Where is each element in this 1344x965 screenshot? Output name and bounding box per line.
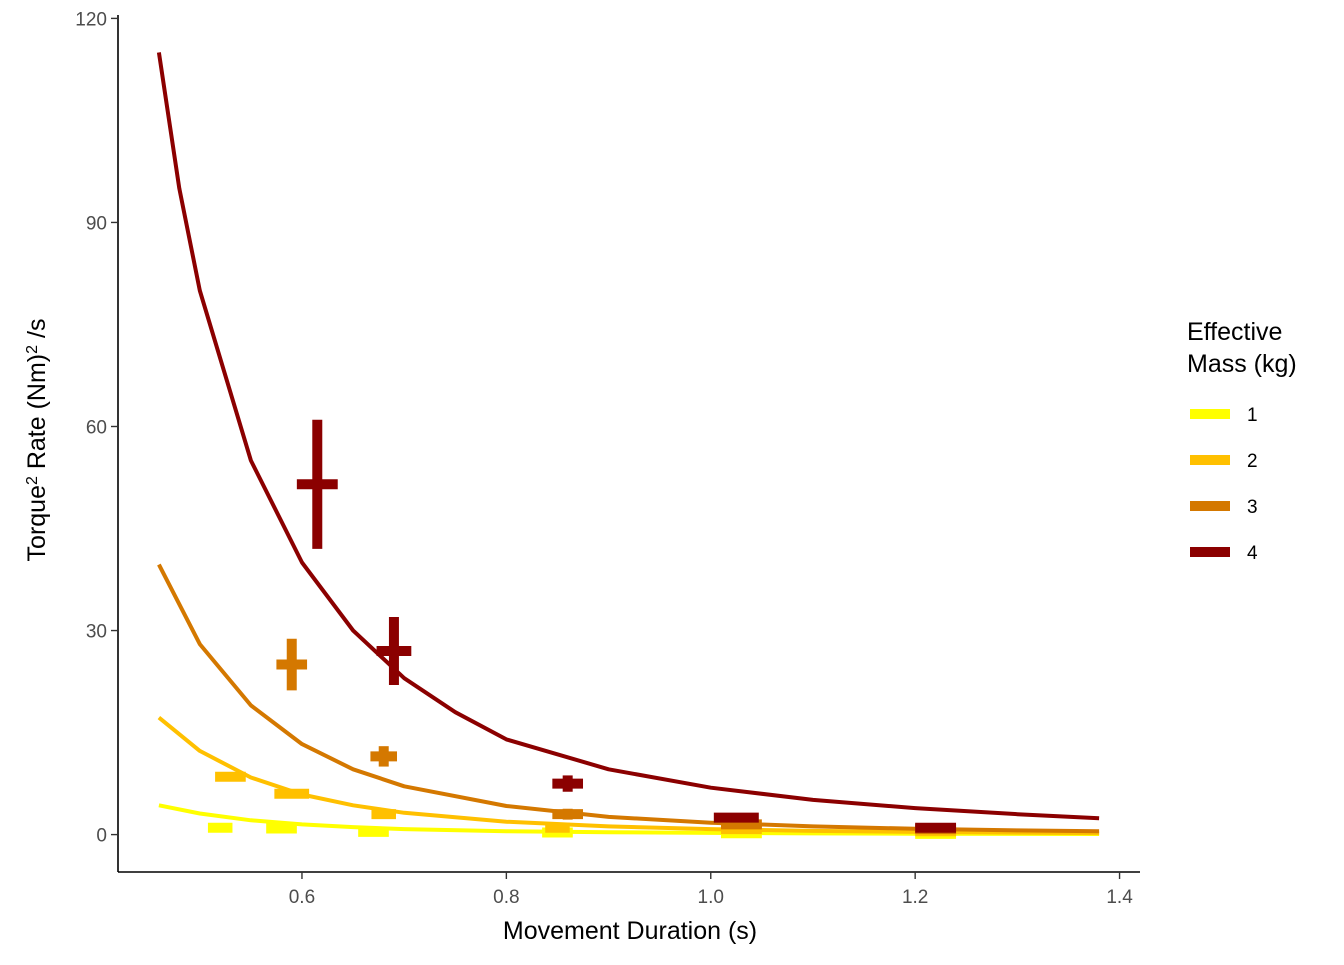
legend-items: 1 2 3 4 xyxy=(1190,405,1258,564)
x-tick-label: 0.6 xyxy=(289,887,315,908)
y-tick-label: 90 xyxy=(86,213,107,234)
legend-label-3: 3 xyxy=(1247,497,1258,518)
x-tick-label: 1.4 xyxy=(1106,887,1133,908)
legend-label-2: 2 xyxy=(1247,451,1258,472)
y-tick-label: 120 xyxy=(75,9,107,30)
fit-curve xyxy=(157,716,1100,836)
legend-label-4: 4 xyxy=(1247,543,1258,564)
x-axis-title: Movement Duration (s) xyxy=(503,917,757,945)
legend-title-line2: Mass (kg) xyxy=(1187,350,1297,378)
y-tick-label: 0 xyxy=(96,826,107,847)
y-axis-title: Torque2 Rate (Nm)2 /s xyxy=(23,319,51,562)
series-4 xyxy=(156,52,1100,833)
legend: Effective Mass (kg) 1 2 3 4 xyxy=(1187,318,1297,564)
legend-key-2 xyxy=(1190,455,1230,465)
legend-title-line1: Effective xyxy=(1187,318,1282,346)
y-tick-label: 30 xyxy=(86,622,107,643)
legend-label-1: 1 xyxy=(1247,405,1258,426)
x-tick-label: 0.8 xyxy=(493,887,519,908)
plot-area xyxy=(156,52,1100,839)
x-tick-label: 1.2 xyxy=(902,887,928,908)
legend-key-4 xyxy=(1190,547,1230,557)
legend-key-1 xyxy=(1190,409,1230,419)
y-tick-label: 60 xyxy=(86,417,107,438)
x-tick-label: 1.0 xyxy=(698,887,724,908)
axes: 0.6 0.8 1.0 1.2 1.4 0 30 60 90 120 xyxy=(75,9,1140,908)
legend-key-3 xyxy=(1190,501,1230,511)
fit-curve xyxy=(156,52,1100,821)
